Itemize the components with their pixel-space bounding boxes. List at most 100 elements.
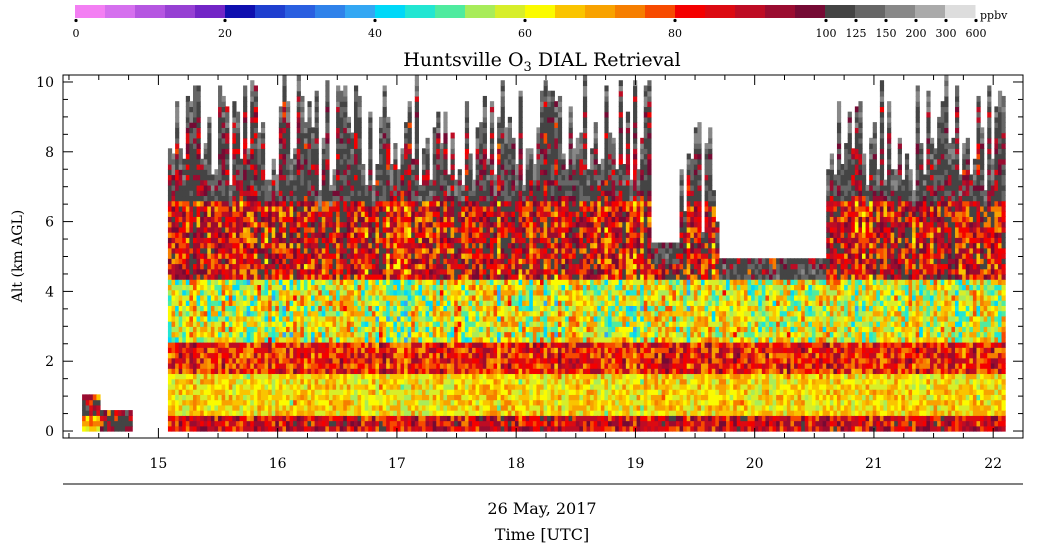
heatmap-cell bbox=[296, 294, 301, 301]
heatmap-cell bbox=[275, 205, 280, 212]
heatmap-cell bbox=[443, 184, 448, 191]
heatmap-cell bbox=[425, 394, 430, 401]
heatmap-cell bbox=[386, 326, 391, 333]
heatmap-cell bbox=[286, 242, 291, 249]
heatmap-cell bbox=[203, 184, 208, 191]
heatmap-cell bbox=[321, 336, 326, 343]
heatmap-cell bbox=[314, 357, 319, 364]
heatmap-cell bbox=[271, 321, 276, 327]
heatmap-cell bbox=[321, 158, 326, 165]
heatmap-cell bbox=[361, 352, 366, 359]
heatmap-cell bbox=[282, 211, 287, 217]
heatmap-cell bbox=[268, 310, 273, 317]
heatmap-cell bbox=[336, 389, 341, 395]
heatmap-cell bbox=[207, 389, 212, 395]
heatmap-cell bbox=[286, 326, 291, 333]
heatmap-cell bbox=[275, 331, 280, 338]
heatmap-cell bbox=[300, 158, 305, 165]
heatmap-cell bbox=[414, 263, 419, 270]
heatmap-cell bbox=[228, 331, 233, 338]
heatmap-cell bbox=[464, 216, 470, 223]
heatmap-cell bbox=[303, 425, 309, 432]
heatmap-cell bbox=[243, 95, 248, 102]
heatmap-cell bbox=[450, 247, 455, 254]
heatmap-cell bbox=[203, 425, 208, 432]
heatmap-cell bbox=[447, 216, 452, 223]
heatmap-cell bbox=[314, 284, 319, 291]
heatmap-cell bbox=[250, 132, 255, 139]
heatmap-cell bbox=[432, 205, 437, 212]
heatmap-cell bbox=[464, 158, 470, 165]
heatmap-cell bbox=[443, 263, 448, 270]
heatmap-cell bbox=[271, 284, 276, 291]
heatmap-cell bbox=[243, 399, 248, 406]
heatmap-cell bbox=[278, 315, 284, 322]
heatmap-cell bbox=[178, 305, 183, 312]
heatmap-cell bbox=[221, 410, 226, 416]
heatmap-cell bbox=[167, 315, 173, 322]
heatmap-cell bbox=[382, 247, 387, 254]
heatmap-cell bbox=[439, 205, 445, 212]
heatmap-cell bbox=[400, 336, 405, 343]
heatmap-cell bbox=[386, 389, 391, 395]
heatmap-cell bbox=[375, 205, 380, 212]
heatmap-cell bbox=[228, 410, 233, 416]
heatmap-cell bbox=[171, 258, 176, 265]
heatmap-cell bbox=[400, 205, 405, 212]
heatmap-cell bbox=[303, 200, 309, 207]
heatmap-cell bbox=[432, 195, 437, 202]
heatmap-cell bbox=[286, 362, 291, 369]
heatmap-cell bbox=[396, 190, 402, 197]
heatmap-cell bbox=[200, 211, 205, 217]
heatmap-cell bbox=[282, 404, 287, 411]
heatmap-cell bbox=[250, 300, 255, 306]
heatmap-cell bbox=[207, 148, 212, 155]
heatmap-cell bbox=[407, 127, 412, 134]
heatmap-cell bbox=[293, 352, 298, 359]
heatmap-cell bbox=[196, 357, 201, 364]
heatmap-cell bbox=[257, 357, 262, 364]
heatmap-cell bbox=[421, 263, 427, 270]
heatmap-cell bbox=[207, 383, 212, 390]
heatmap-cell bbox=[325, 258, 330, 265]
heatmap-cell bbox=[357, 268, 362, 275]
heatmap-cell bbox=[325, 137, 330, 144]
heatmap-cell bbox=[221, 200, 226, 207]
heatmap-cell bbox=[218, 362, 223, 369]
heatmap-cell bbox=[350, 190, 355, 197]
heatmap-cell bbox=[307, 179, 312, 186]
heatmap-cell bbox=[439, 321, 445, 327]
heatmap-cell bbox=[189, 399, 194, 406]
heatmap-cell bbox=[221, 148, 226, 155]
heatmap-cell bbox=[418, 373, 423, 380]
heatmap-cell bbox=[411, 263, 416, 270]
heatmap-cell bbox=[357, 300, 362, 306]
heatmap-cell bbox=[436, 174, 441, 181]
heatmap-cell bbox=[210, 263, 216, 270]
heatmap-cell bbox=[396, 415, 402, 422]
heatmap-cell bbox=[311, 326, 316, 333]
heatmap-cell bbox=[239, 205, 244, 212]
heatmap-cell bbox=[357, 169, 362, 176]
heatmap-cell bbox=[239, 342, 244, 348]
heatmap-cell bbox=[232, 101, 237, 108]
heatmap-cell bbox=[260, 205, 266, 212]
heatmap-cell bbox=[382, 216, 387, 223]
heatmap-cell bbox=[464, 404, 470, 411]
heatmap-cell bbox=[196, 195, 201, 202]
heatmap-cell bbox=[421, 289, 427, 296]
heatmap-cell bbox=[300, 310, 305, 317]
heatmap-cell bbox=[192, 106, 198, 113]
heatmap-cell bbox=[396, 399, 402, 406]
heatmap-cell bbox=[218, 211, 223, 217]
heatmap-cell bbox=[289, 362, 294, 369]
heatmap-cell bbox=[303, 263, 309, 270]
heatmap-cell bbox=[282, 132, 287, 139]
heatmap-cell bbox=[336, 420, 341, 427]
heatmap-cell bbox=[264, 362, 269, 369]
heatmap-cell bbox=[225, 321, 230, 327]
heatmap-cell bbox=[346, 174, 352, 181]
heatmap-cell bbox=[196, 315, 201, 322]
heatmap-cell bbox=[407, 352, 412, 359]
heatmap-cell bbox=[303, 310, 309, 317]
